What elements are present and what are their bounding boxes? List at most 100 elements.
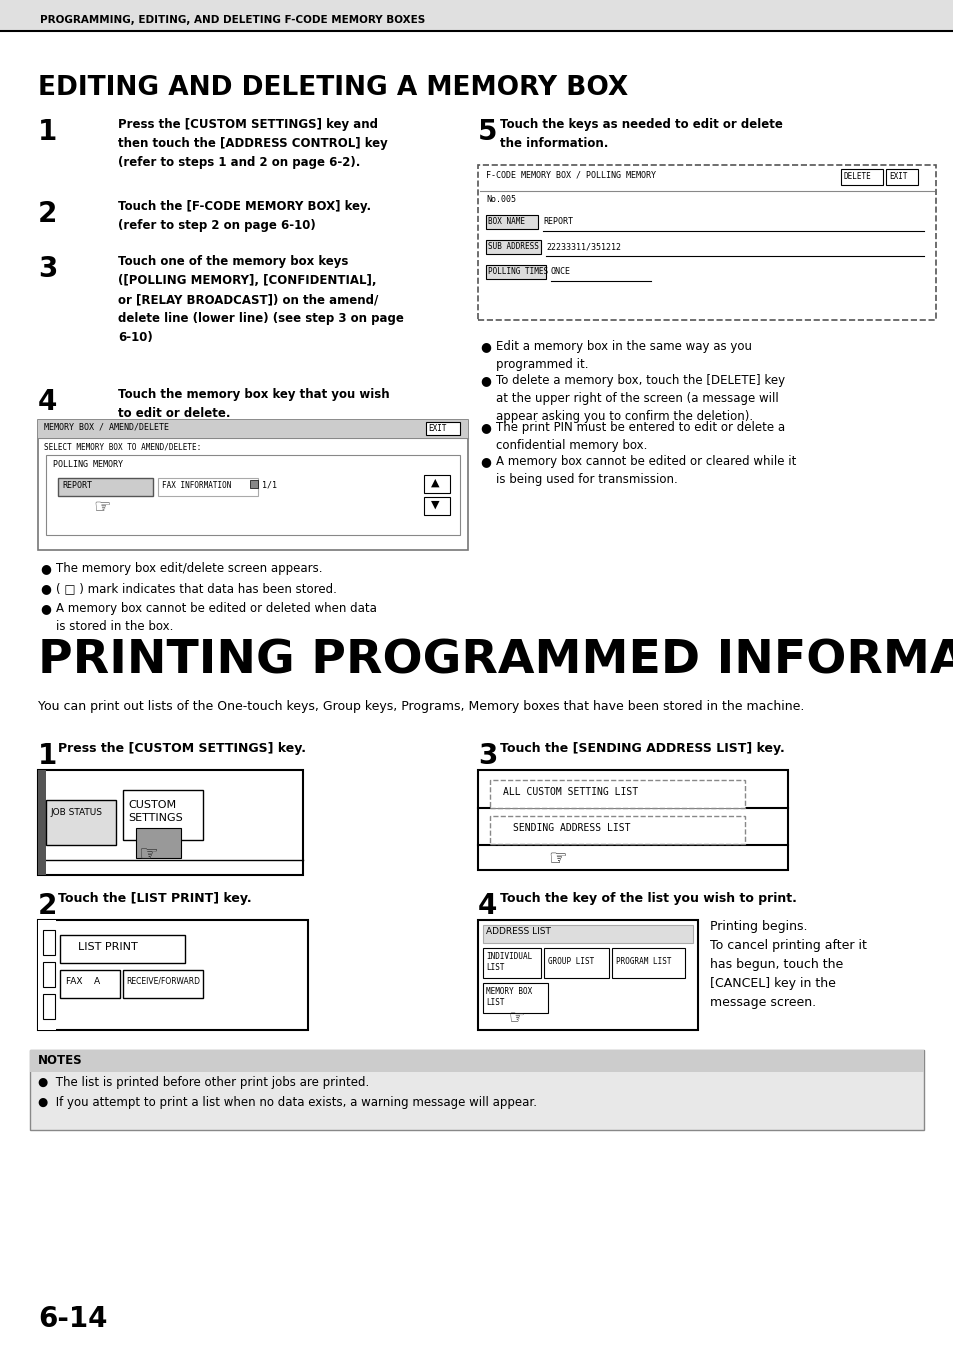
- Text: The memory box edit/delete screen appears.: The memory box edit/delete screen appear…: [56, 562, 322, 576]
- Bar: [477, 165, 935, 320]
- Bar: [0, 0, 953, 30]
- Bar: [136, 828, 181, 858]
- Text: 4: 4: [477, 892, 497, 920]
- Text: ▼: ▼: [431, 500, 438, 509]
- Bar: [841, 169, 882, 185]
- Text: ●  The list is printed before other print jobs are printed.: ● The list is printed before other print…: [38, 1075, 369, 1089]
- Text: 1: 1: [38, 118, 57, 146]
- Bar: [38, 770, 46, 875]
- Text: ▲: ▲: [431, 478, 438, 488]
- Bar: [43, 962, 55, 988]
- Text: FAX    A: FAX A: [66, 977, 100, 986]
- Text: SELECT MEMORY BOX TO AMEND/DELETE:: SELECT MEMORY BOX TO AMEND/DELETE:: [44, 442, 201, 451]
- Text: INDIVIDUAL
LIST: INDIVIDUAL LIST: [485, 952, 532, 973]
- Text: BOX NAME: BOX NAME: [488, 218, 524, 226]
- Text: REPORT: REPORT: [542, 218, 573, 226]
- Text: 1/1: 1/1: [262, 481, 276, 490]
- Text: DELETE: DELETE: [843, 172, 871, 181]
- Text: You can print out lists of the One-touch keys, Group keys, Programs, Memory boxe: You can print out lists of the One-touch…: [38, 700, 803, 713]
- Bar: [38, 420, 468, 550]
- Text: Touch the key of the list you wish to print.: Touch the key of the list you wish to pr…: [499, 892, 796, 905]
- Bar: [58, 478, 152, 496]
- Bar: [885, 169, 917, 185]
- Bar: [250, 480, 257, 488]
- Text: PROGRAMMING, EDITING, AND DELETING F-CODE MEMORY BOXES: PROGRAMMING, EDITING, AND DELETING F-COD…: [40, 15, 425, 26]
- Text: NOTES: NOTES: [38, 1054, 83, 1067]
- Bar: [43, 994, 55, 1019]
- Text: ALL CUSTOM SETTING LIST: ALL CUSTOM SETTING LIST: [502, 788, 638, 797]
- Text: PROGRAM LIST: PROGRAM LIST: [616, 957, 671, 966]
- Bar: [123, 970, 203, 998]
- Bar: [612, 948, 684, 978]
- Text: Touch the [F-CODE MEMORY BOX] key.
(refer to step 2 on page 6-10): Touch the [F-CODE MEMORY BOX] key. (refe…: [118, 200, 371, 232]
- Text: EXIT: EXIT: [428, 424, 446, 434]
- Text: SENDING ADDRESS LIST: SENDING ADDRESS LIST: [513, 823, 630, 834]
- Text: ●: ●: [40, 603, 51, 615]
- Bar: [490, 816, 744, 844]
- Text: A memory box cannot be edited or deleted when data
is stored in the box.: A memory box cannot be edited or deleted…: [56, 603, 376, 634]
- Text: ●: ●: [40, 562, 51, 576]
- Text: Touch one of the memory box keys
([POLLING MEMORY], [CONFIDENTIAL],
or [RELAY BR: Touch one of the memory box keys ([POLLI…: [118, 255, 403, 345]
- Bar: [485, 265, 545, 280]
- Text: ☞: ☞: [547, 848, 566, 869]
- Bar: [38, 920, 56, 1029]
- Text: MEMORY BOX / AMEND/DELETE: MEMORY BOX / AMEND/DELETE: [44, 423, 169, 432]
- Bar: [543, 948, 608, 978]
- Text: 2: 2: [38, 892, 57, 920]
- Text: Touch the memory box key that you wish
to edit or delete.: Touch the memory box key that you wish t…: [118, 388, 389, 420]
- Text: SUB ADDRESS: SUB ADDRESS: [488, 242, 538, 251]
- Text: ( □ ) mark indicates that data has been stored.: ( □ ) mark indicates that data has been …: [56, 582, 336, 594]
- Bar: [423, 476, 450, 493]
- Bar: [423, 497, 450, 515]
- Text: A memory box cannot be edited or cleared while it
is being used for transmission: A memory box cannot be edited or cleared…: [496, 455, 796, 486]
- Text: Press the [CUSTOM SETTINGS] key and
then touch the [ADDRESS CONTROL] key
(refer : Press the [CUSTOM SETTINGS] key and then…: [118, 118, 387, 169]
- Bar: [60, 970, 120, 998]
- Text: 4: 4: [38, 388, 57, 416]
- Bar: [46, 455, 459, 535]
- Bar: [482, 925, 692, 943]
- Text: EDITING AND DELETING A MEMORY BOX: EDITING AND DELETING A MEMORY BOX: [38, 76, 628, 101]
- Text: 3: 3: [477, 742, 497, 770]
- Text: ONCE: ONCE: [551, 267, 571, 276]
- Text: F-CODE MEMORY BOX / POLLING MEMORY: F-CODE MEMORY BOX / POLLING MEMORY: [485, 172, 656, 180]
- Bar: [482, 948, 540, 978]
- Text: ●: ●: [479, 340, 491, 353]
- Text: ●: ●: [479, 374, 491, 386]
- Text: Press the [CUSTOM SETTINGS] key.: Press the [CUSTOM SETTINGS] key.: [58, 742, 306, 755]
- Bar: [60, 935, 185, 963]
- Text: 1: 1: [38, 742, 57, 770]
- Text: Touch the keys as needed to edit or delete
the information.: Touch the keys as needed to edit or dele…: [499, 118, 782, 150]
- Bar: [479, 168, 933, 189]
- Text: Touch the [LIST PRINT] key.: Touch the [LIST PRINT] key.: [58, 892, 252, 905]
- Text: MEMORY BOX
LIST: MEMORY BOX LIST: [485, 988, 532, 1006]
- Bar: [38, 770, 303, 875]
- Text: 5: 5: [477, 118, 497, 146]
- Text: To delete a memory box, touch the [DELETE] key
at the upper right of the screen : To delete a memory box, touch the [DELET…: [496, 374, 784, 423]
- Text: 22233311/351212: 22233311/351212: [545, 242, 620, 251]
- Text: PRINTING PROGRAMMED INFORMATION: PRINTING PROGRAMMED INFORMATION: [38, 638, 953, 684]
- Text: Touch the [SENDING ADDRESS LIST] key.: Touch the [SENDING ADDRESS LIST] key.: [499, 742, 784, 755]
- Text: CUSTOM
SETTINGS: CUSTOM SETTINGS: [128, 800, 183, 823]
- Bar: [426, 422, 459, 435]
- Text: ADDRESS LIST: ADDRESS LIST: [485, 927, 550, 936]
- Text: LIST PRINT: LIST PRINT: [78, 942, 137, 952]
- Text: POLLING TIMES: POLLING TIMES: [488, 267, 548, 276]
- Text: EXIT: EXIT: [888, 172, 906, 181]
- Text: ☞: ☞: [507, 1008, 523, 1025]
- Bar: [485, 215, 537, 230]
- Bar: [123, 790, 203, 840]
- Text: GROUP LIST: GROUP LIST: [547, 957, 594, 966]
- Bar: [477, 920, 698, 1029]
- Text: Printing begins.
To cancel printing after it
has begun, touch the
[CANCEL] key i: Printing begins. To cancel printing afte…: [709, 920, 866, 1009]
- Text: ●: ●: [479, 455, 491, 467]
- Bar: [30, 1050, 923, 1071]
- Bar: [490, 780, 744, 808]
- Text: The print PIN must be entered to edit or delete a
confidential memory box.: The print PIN must be entered to edit or…: [496, 422, 784, 453]
- Text: ●  If you attempt to print a list when no data exists, a warning message will ap: ● If you attempt to print a list when no…: [38, 1096, 537, 1109]
- Bar: [38, 920, 308, 1029]
- Bar: [46, 800, 116, 844]
- Text: ●: ●: [479, 422, 491, 434]
- Bar: [485, 240, 540, 254]
- Text: 3: 3: [38, 255, 57, 282]
- Bar: [38, 420, 468, 438]
